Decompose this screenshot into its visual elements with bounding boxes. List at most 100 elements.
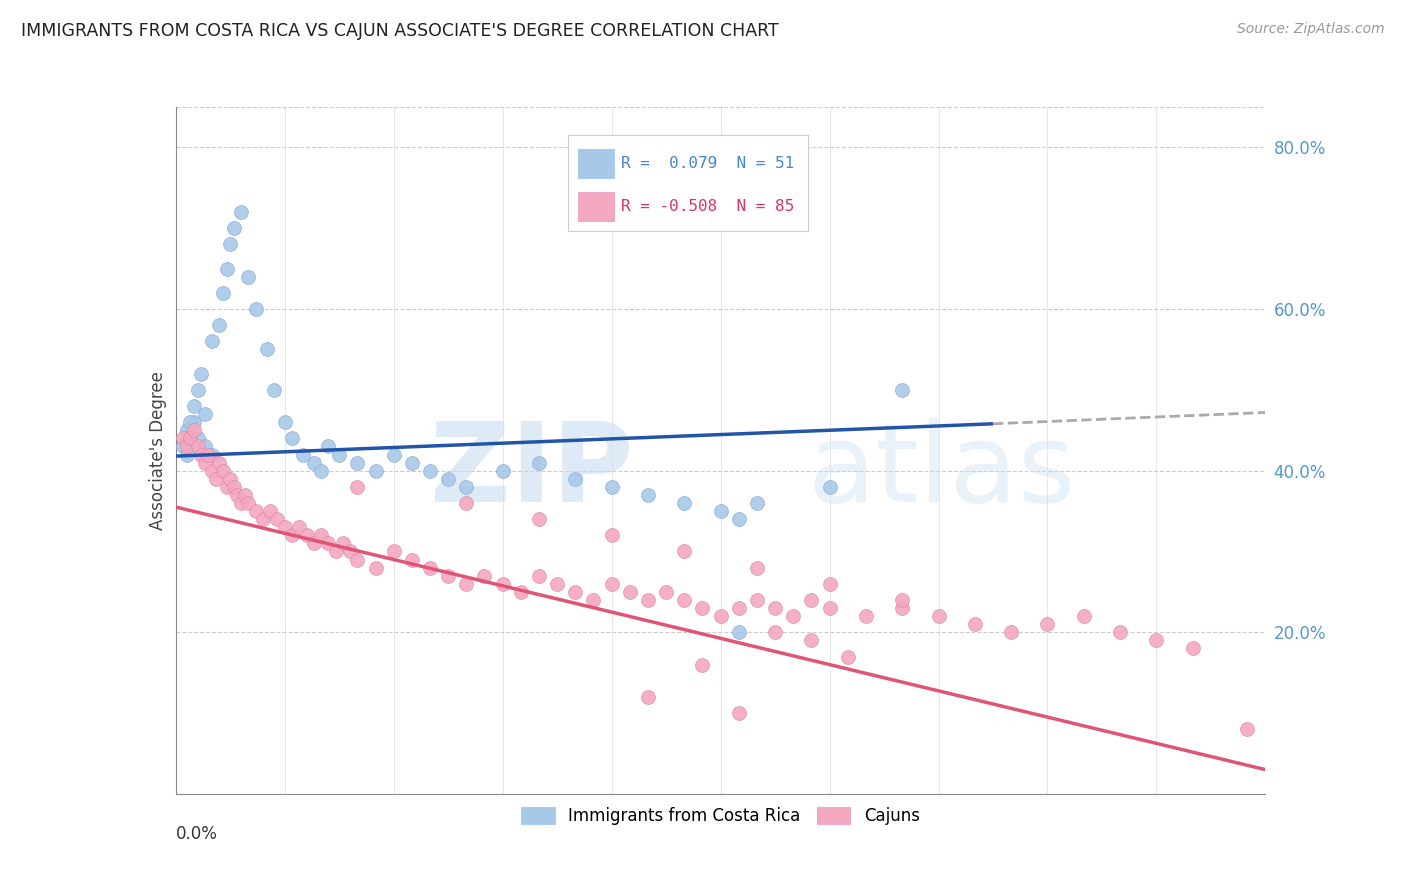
Point [419, 464, 441, 478]
Point [183, 423, 205, 437]
Point [582, 593, 605, 607]
Point [328, 448, 350, 462]
Point [637, 593, 659, 607]
Point [727, 512, 749, 526]
Legend: Immigrants from Costa Rica, Cajuns: Immigrants from Costa Rica, Cajuns [513, 799, 928, 834]
Point [222, 480, 245, 494]
Point [637, 690, 659, 704]
Text: IMMIGRANTS FROM COSTA RICA VS CAJUN ASSOCIATE'S DEGREE CORRELATION CHART: IMMIGRANTS FROM COSTA RICA VS CAJUN ASSO… [21, 22, 779, 40]
Point [238, 496, 260, 510]
Text: atlas: atlas [807, 417, 1076, 524]
Point [1181, 641, 1204, 656]
Point [226, 488, 249, 502]
Point [215, 480, 238, 494]
Point [176, 423, 198, 437]
Point [564, 472, 586, 486]
Point [364, 464, 387, 478]
Point [291, 448, 314, 462]
Point [891, 601, 914, 615]
Point [172, 431, 194, 445]
Point [855, 609, 877, 624]
Point [325, 544, 347, 558]
Point [259, 504, 281, 518]
Point [600, 480, 623, 494]
Point [245, 301, 267, 316]
Point [382, 448, 405, 462]
Point [346, 552, 368, 566]
Point [215, 261, 238, 276]
Point [288, 520, 311, 534]
Y-axis label: Associate's Degree: Associate's Degree [149, 371, 167, 530]
Point [197, 448, 219, 462]
Point [183, 399, 205, 413]
Point [382, 544, 405, 558]
Point [600, 528, 623, 542]
Point [183, 415, 205, 429]
Point [252, 512, 274, 526]
Point [437, 568, 460, 582]
Point [346, 456, 368, 470]
Point [219, 472, 242, 486]
Point [474, 568, 496, 582]
Point [527, 456, 550, 470]
Point [274, 415, 297, 429]
Point [186, 383, 209, 397]
Point [295, 528, 318, 542]
Point [281, 431, 304, 445]
Point [176, 439, 198, 453]
Point [256, 343, 278, 357]
Point [782, 609, 804, 624]
Text: ZIP: ZIP [430, 417, 633, 524]
Point [745, 560, 768, 574]
Point [339, 544, 361, 558]
Point [1073, 609, 1095, 624]
Point [208, 456, 231, 470]
Point [186, 431, 209, 445]
Point [190, 448, 212, 462]
Point [212, 285, 235, 300]
Point [673, 593, 696, 607]
Point [891, 383, 914, 397]
Point [527, 568, 550, 582]
Point [928, 609, 950, 624]
Point [194, 456, 217, 470]
Point [231, 496, 253, 510]
Point [492, 576, 515, 591]
Point [963, 617, 986, 632]
Point [201, 334, 224, 349]
Point [309, 528, 332, 542]
Point [233, 488, 256, 502]
Point [1109, 625, 1132, 640]
Point [401, 552, 423, 566]
Point [219, 237, 242, 252]
Point [172, 439, 194, 453]
Text: 0.0%: 0.0% [176, 825, 218, 843]
Point [204, 472, 226, 486]
Point [710, 504, 733, 518]
Point [437, 472, 460, 486]
Point [208, 318, 231, 333]
Point [179, 431, 201, 445]
Point [818, 601, 841, 615]
Point [302, 536, 325, 550]
Point [673, 496, 696, 510]
Point [419, 560, 441, 574]
Point [818, 576, 841, 591]
Text: Source: ZipAtlas.com: Source: ZipAtlas.com [1237, 22, 1385, 37]
Point [1236, 723, 1258, 737]
Point [266, 512, 288, 526]
Point [727, 706, 749, 720]
Point [309, 464, 332, 478]
Point [302, 456, 325, 470]
Point [818, 480, 841, 494]
Point [179, 415, 201, 429]
Point [527, 512, 550, 526]
Point [274, 520, 297, 534]
Point [190, 367, 212, 381]
Point [212, 464, 235, 478]
Point [655, 585, 678, 599]
Point [891, 593, 914, 607]
Point [673, 544, 696, 558]
Point [245, 504, 267, 518]
Point [763, 625, 786, 640]
